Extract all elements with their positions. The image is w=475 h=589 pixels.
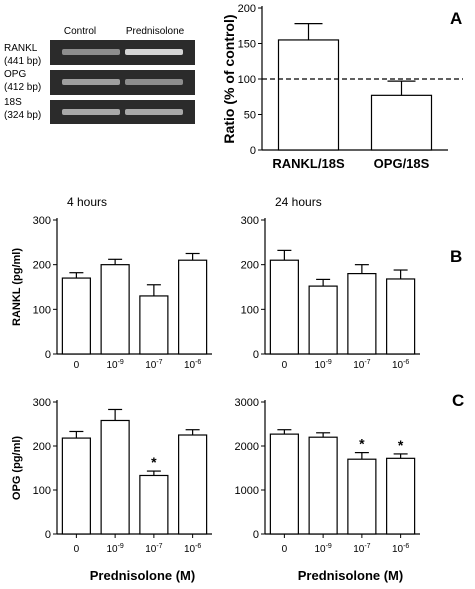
y-axis-label: OPG (pg/ml) <box>11 436 23 501</box>
bar <box>347 273 377 355</box>
x-tick-label: 10-6 <box>184 359 201 371</box>
x-tick-label: 10-6 <box>392 543 409 555</box>
chart-b-24h: 0 100 200 300 0 10-9 10-7 10-6 24 hours <box>241 195 420 371</box>
y-tick-label: 50 <box>244 110 256 122</box>
significance-star: * <box>359 436 365 452</box>
x-tick-label: 0 <box>74 360 80 371</box>
bar <box>100 264 130 355</box>
chart-a: 0 50 100 150 200 RANKL/18S OPG/18S Ratio (% of … <box>221 3 463 171</box>
chart-c-4h: 0 100 200 300 0 10-9 * 10-7 10-6 OPG (pg/ml) Predn… <box>11 397 212 583</box>
bar <box>308 436 338 535</box>
gel-row-opg-name: OPG <box>4 69 26 80</box>
bar <box>139 295 169 355</box>
y-tick-label: 100 <box>241 304 259 316</box>
y-tick-label: 2000 <box>235 441 259 453</box>
gel-row-opg-size: (412 bp) <box>4 82 41 93</box>
y-tick-label: 200 <box>241 260 259 272</box>
y-tick-label: 100 <box>33 485 51 497</box>
bar <box>100 419 130 535</box>
bar <box>139 474 169 535</box>
bar <box>269 433 299 535</box>
bar <box>277 39 340 151</box>
x-tick-label: OPG/18S <box>374 156 430 171</box>
x-tick-label: 0 <box>74 544 80 555</box>
bar <box>370 94 433 151</box>
gel-column-prednisolone: Prednisolone <box>126 26 185 37</box>
x-axis-label: Prednisolone (M) <box>298 568 403 583</box>
y-axis-label: RANKL (pg/ml) <box>11 248 23 326</box>
y-tick-label: 0 <box>45 529 51 541</box>
x-tick-label: 10-9 <box>314 359 331 371</box>
gel-band-18s-prednisolone <box>125 109 183 115</box>
gel-band-18s-control <box>62 109 120 115</box>
x-tick-label: 10-7 <box>353 543 370 555</box>
x-tick-label: 10-7 <box>145 543 162 555</box>
y-tick-label: 150 <box>238 39 256 51</box>
x-tick-label: 0 <box>282 544 288 555</box>
x-tick-label: 0 <box>282 360 288 371</box>
bar <box>386 278 416 355</box>
gel-image: Control Prednisolone RANKL (441 bp) OPG … <box>4 26 195 124</box>
y-tick-label: 3000 <box>235 397 259 409</box>
y-tick-label: 100 <box>33 304 51 316</box>
y-tick-label: 0 <box>45 349 51 361</box>
y-tick-label: 0 <box>250 145 256 157</box>
chart-b-4h: 0 100 200 300 0 10-9 10-7 10-6 4 hours RANKL (pg/… <box>11 195 212 371</box>
gel-band-opg-control <box>62 79 120 85</box>
chart-title: 4 hours <box>67 195 107 209</box>
y-tick-label: 200 <box>33 441 51 453</box>
chart-c-24h: 0 1000 2000 3000 0 10-9 * 10-7 * 10-6 Prednisolone… <box>235 397 420 583</box>
x-tick-label: 10-6 <box>392 359 409 371</box>
panel-letter-a: A <box>450 9 462 28</box>
gel-row-18s-name: 18S <box>4 97 22 108</box>
gel-row-rankl-size: (441 bp) <box>4 56 41 67</box>
x-tick-label: 10-9 <box>314 543 331 555</box>
y-tick-label: 300 <box>241 215 259 227</box>
x-tick-label: RANKL/18S <box>272 156 345 171</box>
panel-letter-b: B <box>450 247 462 266</box>
y-tick-label: 1000 <box>235 485 259 497</box>
bar <box>269 259 299 355</box>
gel-column-control: Control <box>64 26 96 37</box>
gel-band-rankl-prednisolone <box>125 49 183 55</box>
bar <box>347 458 377 535</box>
x-tick-label: 10-9 <box>106 543 123 555</box>
x-tick-label: 10-9 <box>106 359 123 371</box>
x-tick-label: 10-7 <box>145 359 162 371</box>
x-tick-label: 10-7 <box>353 359 370 371</box>
y-tick-label: 200 <box>33 260 51 272</box>
chart-title: 24 hours <box>275 195 322 209</box>
gel-band-rankl-control <box>62 49 120 55</box>
panel-letter-c: C <box>452 391 464 410</box>
bar <box>178 259 208 355</box>
y-tick-label: 200 <box>238 3 256 15</box>
gel-band-opg-prednisolone <box>125 79 183 85</box>
bar <box>308 285 338 355</box>
bar <box>61 277 91 355</box>
significance-star: * <box>398 437 404 453</box>
gel-row-rankl-name: RANKL <box>4 43 38 54</box>
y-axis-label: Ratio (% of control) <box>221 14 237 143</box>
bar <box>178 434 208 535</box>
bar <box>61 437 91 535</box>
y-tick-label: 300 <box>33 397 51 409</box>
bar <box>386 457 416 535</box>
gel-row-18s-size: (324 bp) <box>4 110 41 121</box>
x-tick-label: 10-6 <box>184 543 201 555</box>
y-tick-label: 300 <box>33 215 51 227</box>
y-tick-label: 0 <box>253 349 259 361</box>
significance-star: * <box>151 454 157 470</box>
x-axis-label: Prednisolone (M) <box>90 568 195 583</box>
y-tick-label: 100 <box>238 74 256 86</box>
y-tick-label: 0 <box>253 529 259 541</box>
